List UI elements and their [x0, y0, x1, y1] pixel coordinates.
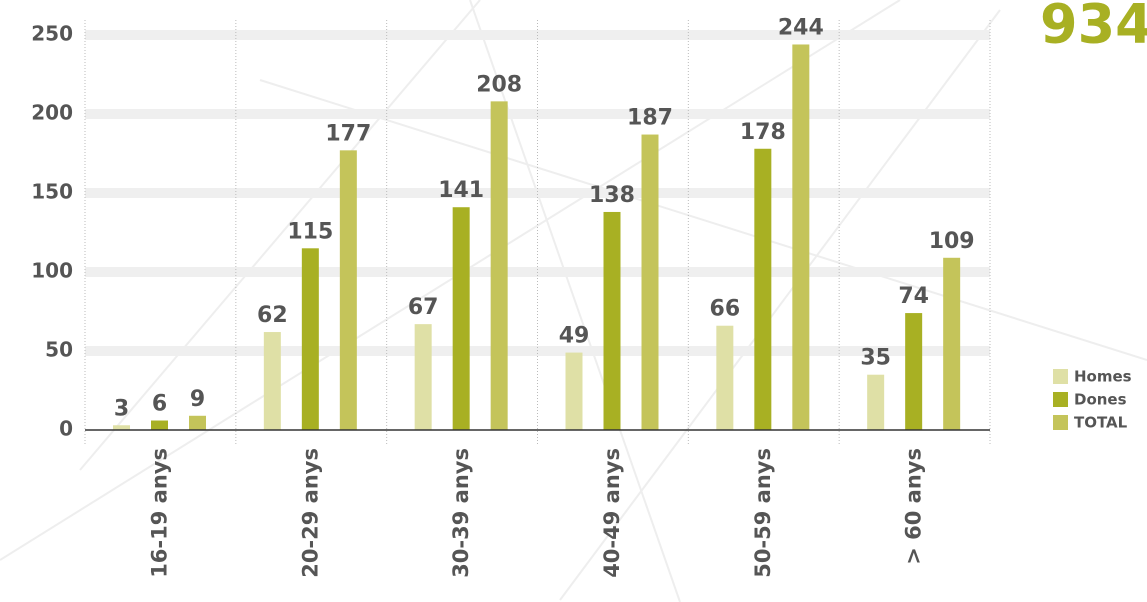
legend-label: Homes [1074, 368, 1132, 386]
legend-swatch [1053, 392, 1068, 407]
data-label: 67 [408, 295, 439, 320]
legend-swatch [1053, 369, 1068, 384]
data-label: 9 [190, 387, 205, 412]
decor-line [79, 0, 481, 471]
bar [189, 415, 206, 430]
data-label: 141 [438, 178, 484, 203]
x-tick-label: 20-29 anys [298, 448, 322, 578]
bar [452, 207, 470, 430]
grid-band [85, 109, 990, 119]
bar [792, 44, 810, 430]
data-label: 187 [627, 106, 673, 131]
y-tick-label: 200 [31, 101, 73, 125]
bar [716, 325, 734, 430]
x-tick-label: > 60 anys [902, 448, 926, 565]
x-tick-label: 16-19 anys [147, 448, 171, 578]
chart-title: 934 [1040, 0, 1147, 56]
bar [301, 248, 319, 430]
bar [490, 101, 508, 431]
data-label: 66 [710, 297, 741, 322]
decor-line [259, 79, 1147, 361]
y-tick-label: 100 [31, 259, 73, 283]
data-label: 109 [929, 229, 975, 254]
grid-band [85, 188, 990, 198]
decor-line [559, 9, 1001, 601]
bar [943, 257, 961, 430]
data-label: 208 [476, 72, 522, 97]
data-label: 177 [325, 121, 371, 146]
data-label: 3 [114, 396, 129, 421]
data-label: 115 [287, 219, 333, 244]
y-tick-label: 250 [31, 22, 73, 46]
bar [565, 352, 583, 430]
x-tick-label: 30-39 anys [449, 448, 473, 578]
bar [263, 332, 281, 430]
data-label: 62 [257, 303, 288, 328]
data-label: 244 [778, 15, 824, 40]
y-tick-label: 50 [45, 338, 73, 362]
data-label: 74 [898, 284, 929, 309]
bar [754, 148, 772, 430]
bar [905, 313, 923, 430]
legend-label: TOTAL [1074, 414, 1128, 432]
bar [113, 425, 130, 430]
bar [867, 374, 885, 430]
data-label: 138 [589, 183, 635, 208]
x-tick-label: 50-59 anys [751, 448, 775, 578]
bar [151, 420, 168, 430]
data-label: 178 [740, 120, 786, 145]
x-tick-label: 40-49 anys [600, 448, 624, 578]
grid-band [85, 346, 990, 356]
bar [603, 211, 621, 430]
legend-swatch [1053, 415, 1068, 430]
y-tick-label: 150 [31, 180, 73, 204]
data-label: 6 [152, 392, 167, 417]
decor-line [0, 0, 901, 561]
legend-label: Dones [1074, 391, 1127, 409]
bar [414, 324, 432, 430]
data-label: 49 [559, 324, 590, 349]
bar [641, 134, 659, 431]
y-tick-label: 0 [59, 417, 73, 441]
bar [339, 150, 357, 430]
decor-line [469, 0, 681, 602]
data-label: 35 [860, 346, 891, 371]
